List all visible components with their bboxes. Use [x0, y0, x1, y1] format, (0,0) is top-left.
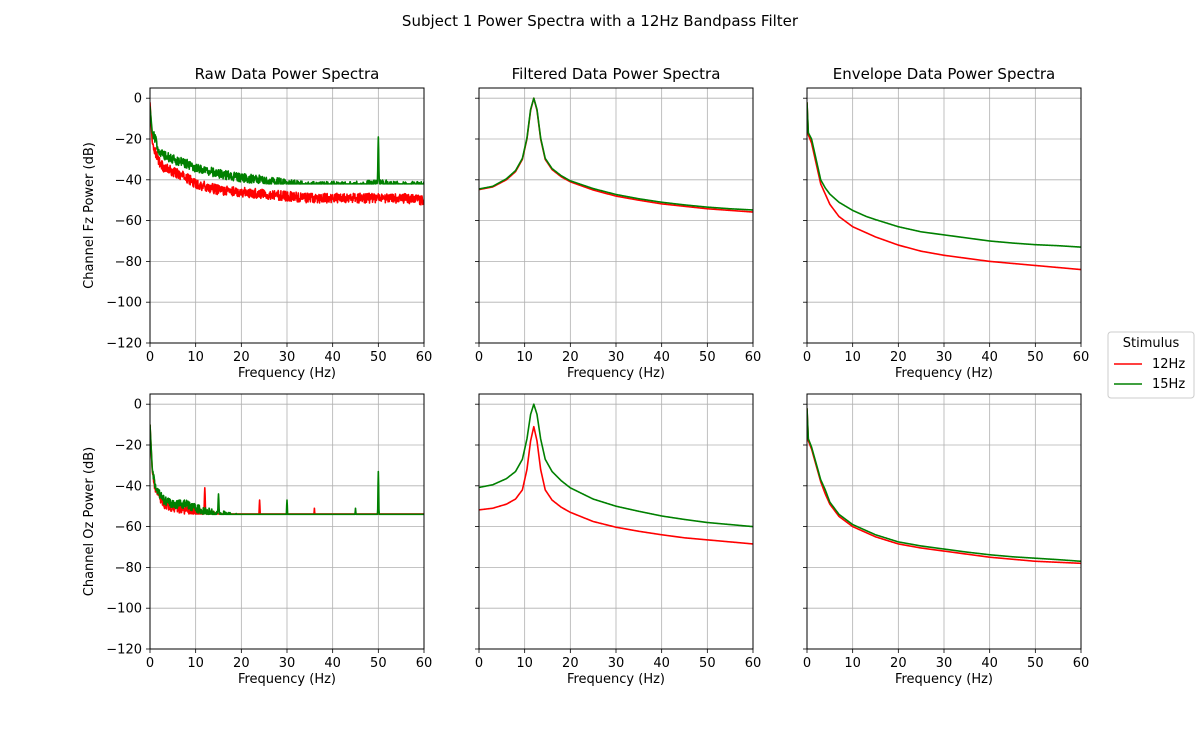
x-tick-label: 0	[475, 656, 483, 671]
x-tick-label: 20	[562, 350, 579, 365]
series-12hz-line	[479, 425, 753, 545]
y-tick-label: −80	[115, 255, 142, 270]
x-tick-label: 10	[844, 656, 861, 671]
x-tick-label: 20	[233, 350, 250, 365]
x-axis-label: Frequency (Hz)	[567, 366, 665, 381]
panel-title: Envelope Data Power Spectra	[833, 65, 1055, 83]
x-tick-label: 0	[803, 656, 811, 671]
x-tick-label: 40	[653, 350, 670, 365]
series-15hz-line	[807, 102, 1081, 248]
y-tick-label: −80	[115, 561, 142, 576]
x-tick-label: 60	[1073, 350, 1090, 365]
x-tick-label: 30	[279, 350, 296, 365]
x-tick-label: 50	[699, 656, 716, 671]
x-tick-label: 60	[745, 350, 762, 365]
y-tick-label: −60	[115, 214, 142, 229]
x-tick-label: 20	[890, 350, 907, 365]
series-12hz-line	[807, 102, 1081, 271]
x-tick-label: 0	[146, 656, 154, 671]
legend-frame	[1107, 331, 1195, 399]
y-tick-label: −100	[106, 602, 142, 617]
panel-filtered-oz: 0 10 20 30 40 50 60 Frequency (Hz)	[475, 393, 762, 687]
y-tick-label: −40	[115, 479, 142, 494]
x-tick-label: 10	[516, 350, 533, 365]
x-tick-label: 10	[516, 656, 533, 671]
x-tick-label: 0	[803, 350, 811, 365]
y-tick-label: −120	[106, 337, 142, 352]
x-tick-label: 20	[233, 656, 250, 671]
y-tick-label: −120	[106, 643, 142, 658]
x-tick-label: 30	[608, 350, 625, 365]
x-tick-label: 40	[981, 350, 998, 365]
x-tick-label: 40	[653, 656, 670, 671]
x-axis-label: Frequency (Hz)	[238, 672, 336, 687]
x-tick-label: 40	[324, 350, 341, 365]
series-15hz-line	[807, 408, 1081, 563]
x-axis-label: Frequency (Hz)	[567, 672, 665, 687]
panel-raw-oz: 0 10 20 30 40 50 60 0 −20 −40 −60 −80 −100 −120 Freque…	[82, 393, 433, 687]
y-tick-label: −100	[106, 296, 142, 311]
y-tick-label: 0	[134, 398, 142, 413]
x-tick-label: 0	[475, 350, 483, 365]
x-tick-label: 20	[890, 656, 907, 671]
legend-title: Stimulus	[1123, 336, 1180, 351]
x-tick-label: 50	[1027, 656, 1044, 671]
x-axis-label: Frequency (Hz)	[895, 366, 993, 381]
x-tick-label: 10	[844, 350, 861, 365]
panel-envelope-oz: 0 10 20 30 40 50 60 Frequency (Hz)	[803, 393, 1090, 687]
x-axis-label: Frequency (Hz)	[238, 366, 336, 381]
x-tick-label: 0	[146, 350, 154, 365]
x-tick-label: 10	[187, 350, 204, 365]
x-tick-label: 40	[981, 656, 998, 671]
x-tick-label: 30	[279, 656, 296, 671]
x-tick-label: 60	[416, 350, 433, 365]
subplot-grid: 0 10 20 30 40 50 60 0 −20 −40 −60 −80 −100 −120 Raw Da…	[82, 65, 1089, 687]
series-15hz-line	[150, 424, 424, 516]
y-tick-label: −60	[115, 520, 142, 535]
series-12hz-line	[150, 102, 424, 206]
x-tick-label: 30	[936, 350, 953, 365]
x-tick-label: 50	[370, 656, 387, 671]
series-12hz-line	[807, 408, 1081, 565]
x-tick-label: 20	[562, 656, 579, 671]
panel-title: Raw Data Power Spectra	[195, 65, 380, 83]
x-tick-label: 50	[699, 350, 716, 365]
y-tick-label: −40	[115, 173, 142, 188]
panel-raw-fz: 0 10 20 30 40 50 60 0 −20 −40 −60 −80 −100 −120 Raw Da…	[82, 65, 432, 381]
y-axis-label: Channel Fz Power (dB)	[82, 142, 97, 289]
series-15hz-line	[150, 106, 424, 185]
x-tick-label: 60	[1073, 656, 1090, 671]
x-tick-label: 30	[608, 656, 625, 671]
panel-title: Filtered Data Power Spectra	[512, 65, 721, 83]
x-tick-label: 50	[370, 350, 387, 365]
y-axis-label: Channel Oz Power (dB)	[82, 447, 97, 596]
x-tick-label: 10	[187, 656, 204, 671]
y-tick-label: 0	[134, 92, 142, 107]
x-tick-label: 40	[324, 656, 341, 671]
panel-envelope-fz: 0 10 20 30 40 50 60 Envelope Data Power Spectra…	[803, 65, 1089, 381]
x-tick-label: 60	[416, 656, 433, 671]
x-tick-label: 30	[936, 656, 953, 671]
legend-label-15hz: 15Hz	[1152, 377, 1185, 392]
series-15hz-line	[479, 403, 753, 528]
legend: Stimulus 12Hz 15Hz	[1107, 331, 1195, 399]
x-axis-label: Frequency (Hz)	[895, 672, 993, 687]
y-tick-label: −20	[115, 133, 142, 148]
x-tick-label: 50	[1027, 350, 1044, 365]
legend-label-12hz: 12Hz	[1152, 357, 1185, 372]
x-tick-label: 60	[745, 656, 762, 671]
panel-filtered-fz: 0 10 20 30 40 50 60 Filtered Data Power Spectra…	[475, 65, 761, 381]
series-15hz-line	[479, 97, 753, 211]
figure-title: Subject 1 Power Spectra with a 12Hz Band…	[402, 12, 799, 30]
y-tick-label: −20	[115, 439, 142, 454]
